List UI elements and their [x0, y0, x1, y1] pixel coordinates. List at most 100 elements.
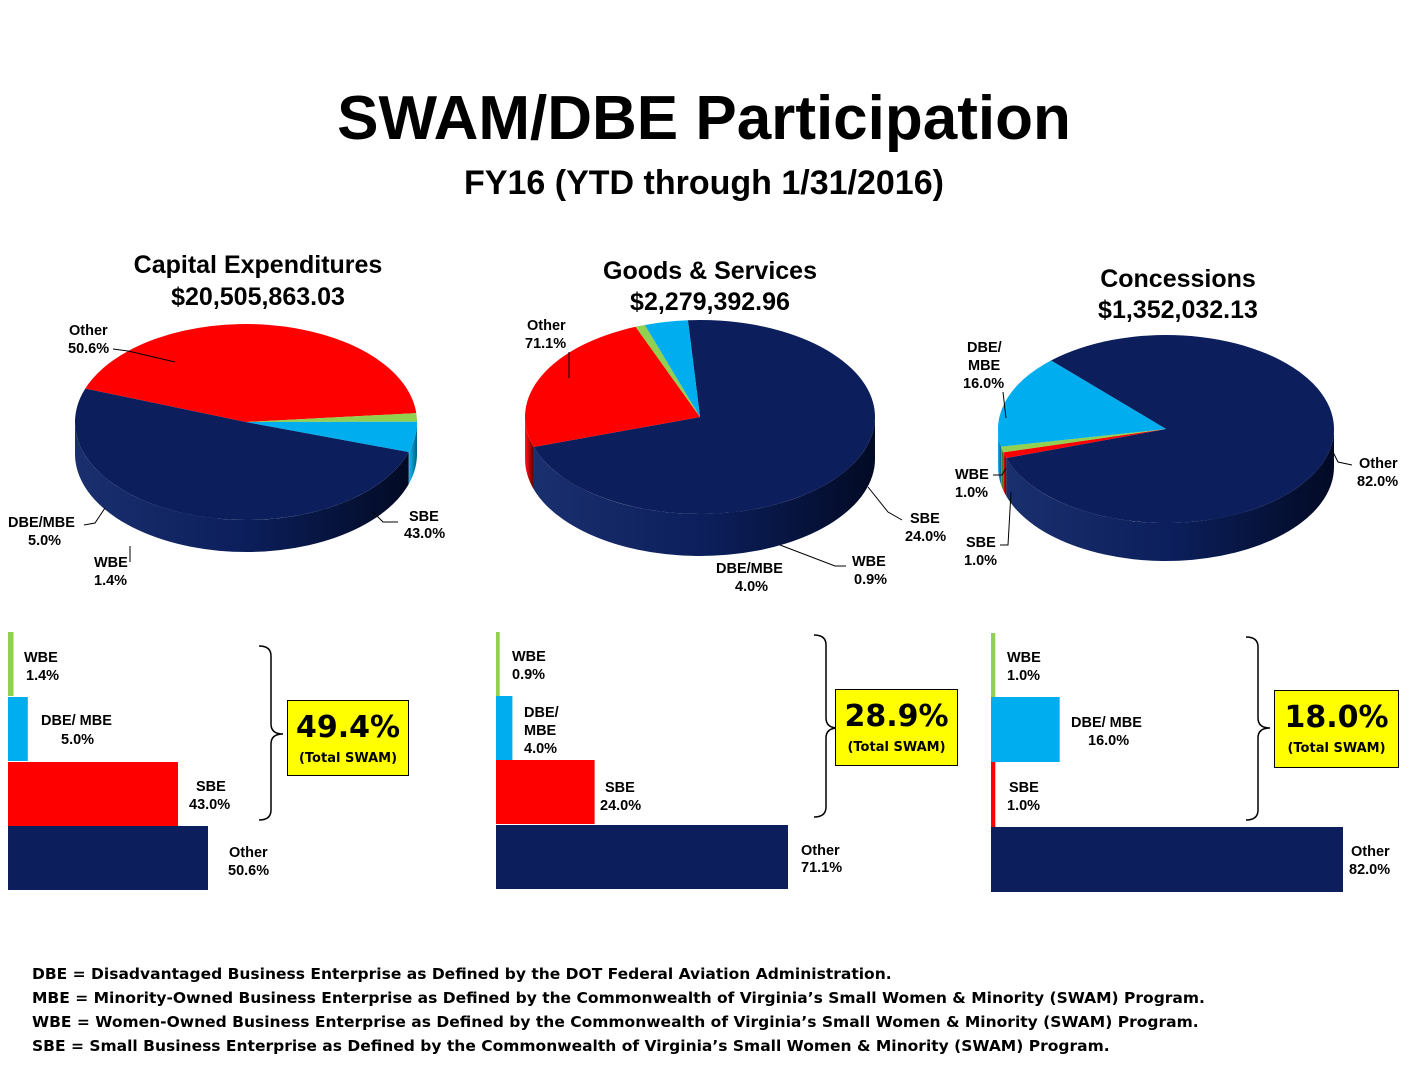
bar-label-wbe: WBE 1.0%: [1007, 650, 1041, 684]
footnote-wbe: WBE = Women-Owned Business Enterprise as…: [32, 1013, 1199, 1031]
label-value: 50.6%: [68, 341, 109, 357]
label-name: WBE: [955, 467, 989, 483]
bar-category: Other: [801, 843, 840, 859]
bar-wbe: [991, 633, 996, 698]
page-title: SWAM/DBE Participation: [337, 84, 1071, 153]
pie-chart-capital: Capital Expenditures $20,505,863.03 Othe…: [8, 251, 445, 589]
bar-other: [496, 825, 788, 889]
label-name-line1: DBE/: [967, 340, 1002, 356]
bar-value: 82.0%: [1349, 862, 1390, 878]
total-swam-box-capital: 49.4% (Total SWAM): [287, 700, 409, 776]
pie-amount: $20,505,863.03: [171, 283, 345, 311]
pie-title: Goods & Services: [603, 257, 817, 285]
pie-slice-sbe: [1003, 429, 1166, 459]
pie-amount: $2,279,392.96: [630, 288, 790, 316]
total-swam-box-goods: 28.9% (Total SWAM): [835, 689, 958, 766]
label-name: SBE: [910, 511, 940, 527]
label-value: 71.1%: [525, 336, 566, 352]
total-swam-value: 18.0%: [1284, 700, 1389, 735]
slice-label-wbe: WBE 0.9%: [779, 544, 887, 588]
bar-category: WBE: [24, 650, 58, 666]
slice-label-sbe: SBE 1.0%: [964, 491, 1012, 569]
label-name: WBE: [852, 554, 886, 570]
pie-amount: $1,352,032.13: [1098, 296, 1258, 324]
bar-value: 0.9%: [512, 667, 545, 683]
pie-title: Capital Expenditures: [134, 251, 383, 279]
pie-chart-concessions: Concessions $1,352,032.13 Other 82.0% SB…: [955, 265, 1398, 569]
pie-slice-wbe: [1000, 429, 1166, 453]
pie-slice-dbe-mbe: [246, 421, 417, 453]
pie-side-other: [75, 422, 409, 553]
bar-category: DBE/ MBE: [41, 713, 112, 729]
bar-other: [991, 827, 1343, 892]
label-name: DBE/MBE: [716, 561, 783, 577]
pie-chart-goods: Goods & Services $2,279,392.96 Other 71.…: [524, 257, 946, 595]
slice-label-other: Other 71.1%: [525, 318, 570, 378]
label-name-line2: MBE: [968, 358, 1001, 374]
bar-chart-capital: WBE 1.4% DBE/ MBE 5.0% SBE 43.0% Other 5…: [8, 632, 284, 890]
bar-category: WBE: [512, 649, 546, 665]
label-value: 5.0%: [28, 533, 61, 549]
label-name: Other: [69, 323, 108, 339]
bar-dbe-mbe: [496, 696, 513, 760]
bar-label-dbe: DBE/ MBE 5.0%: [41, 713, 112, 748]
bar-sbe: [496, 760, 595, 824]
pie-title: Concessions: [1100, 265, 1256, 293]
slice-label-dbe: DBE/ MBE 16.0%: [963, 340, 1007, 419]
bar-other: [8, 826, 208, 890]
slice-label-sbe: SBE 43.0%: [372, 509, 445, 542]
slice-label-wbe: WBE 1.4%: [94, 546, 131, 589]
bar-label-other: Other 82.0%: [1349, 844, 1390, 878]
bar-value: 4.0%: [524, 741, 557, 757]
pie-side-sbe: [1003, 452, 1007, 497]
footnotes: DBE = Disadvantaged Business Enterprise …: [32, 962, 1372, 1058]
total-swam-label: (Total SWAM): [1287, 741, 1386, 756]
slice-label-dbe: DBE/MBE 5.0%: [8, 507, 106, 549]
bar-label-dbe: DBE/ MBE 16.0%: [1071, 715, 1142, 749]
bar-value: 1.0%: [1007, 798, 1040, 814]
swam-brace: [258, 645, 284, 821]
bar-value: 24.0%: [600, 798, 641, 814]
pie-slice-other: [75, 388, 409, 520]
total-swam-label: (Total SWAM): [298, 751, 398, 766]
pie-side-other: [533, 417, 875, 556]
bar-category-line2: MBE: [524, 723, 557, 739]
label-name: SBE: [409, 509, 439, 525]
swam-brace: [1245, 636, 1271, 821]
bar-value: 43.0%: [189, 797, 230, 813]
pie-slice-wbe: [635, 324, 700, 417]
bar-category-line1: DBE/: [524, 705, 559, 721]
label-name: WBE: [94, 555, 128, 571]
total-swam-label: (Total SWAM): [847, 740, 946, 755]
slice-label-wbe: WBE 1.0%: [955, 467, 1007, 501]
label-value: 0.9%: [854, 572, 887, 588]
bar-category: SBE: [1009, 780, 1039, 796]
label-name: DBE/MBE: [8, 515, 75, 531]
total-swam-value: 28.9%: [844, 699, 949, 734]
pie-slice-dbe-mbe: [998, 360, 1166, 447]
page-subtitle: FY16 (YTD through 1/31/2016): [464, 164, 944, 202]
pie-side-other: [1006, 429, 1334, 561]
bar-value: 1.4%: [26, 668, 59, 684]
bar-chart-concessions: WBE 1.0% DBE/ MBE 16.0% SBE 1.0% Other 8…: [991, 633, 1390, 892]
bar-wbe: [8, 632, 14, 696]
bar-value: 5.0%: [61, 732, 94, 748]
footnote-dbe: DBE = Disadvantaged Business Enterprise …: [32, 965, 892, 983]
bar-label-sbe: SBE 1.0%: [1007, 780, 1040, 814]
label-name: Other: [527, 318, 566, 334]
bar-label-other: Other 71.1%: [801, 843, 842, 876]
pie-slice-wbe: [246, 413, 417, 422]
total-swam-box-concessions: 18.0% (Total SWAM): [1274, 690, 1399, 768]
bar-wbe: [496, 632, 500, 696]
slice-label-other: Other 50.6%: [68, 323, 176, 363]
bar-category: SBE: [605, 780, 635, 796]
footnote-sbe: SBE = Small Business Enterprise as Defin…: [32, 1037, 1110, 1055]
bar-label-dbe: DBE/ MBE 4.0%: [524, 705, 559, 757]
bar-category: Other: [229, 845, 268, 861]
bar-sbe: [991, 762, 996, 827]
label-value: 1.4%: [94, 573, 127, 589]
bar-dbe-mbe: [8, 697, 28, 761]
pie-side-wbe: [1000, 446, 1004, 491]
footnote-mbe: MBE = Minority-Owned Business Enterprise…: [32, 989, 1205, 1007]
pie-side-dbe-mbe: [998, 429, 1001, 485]
